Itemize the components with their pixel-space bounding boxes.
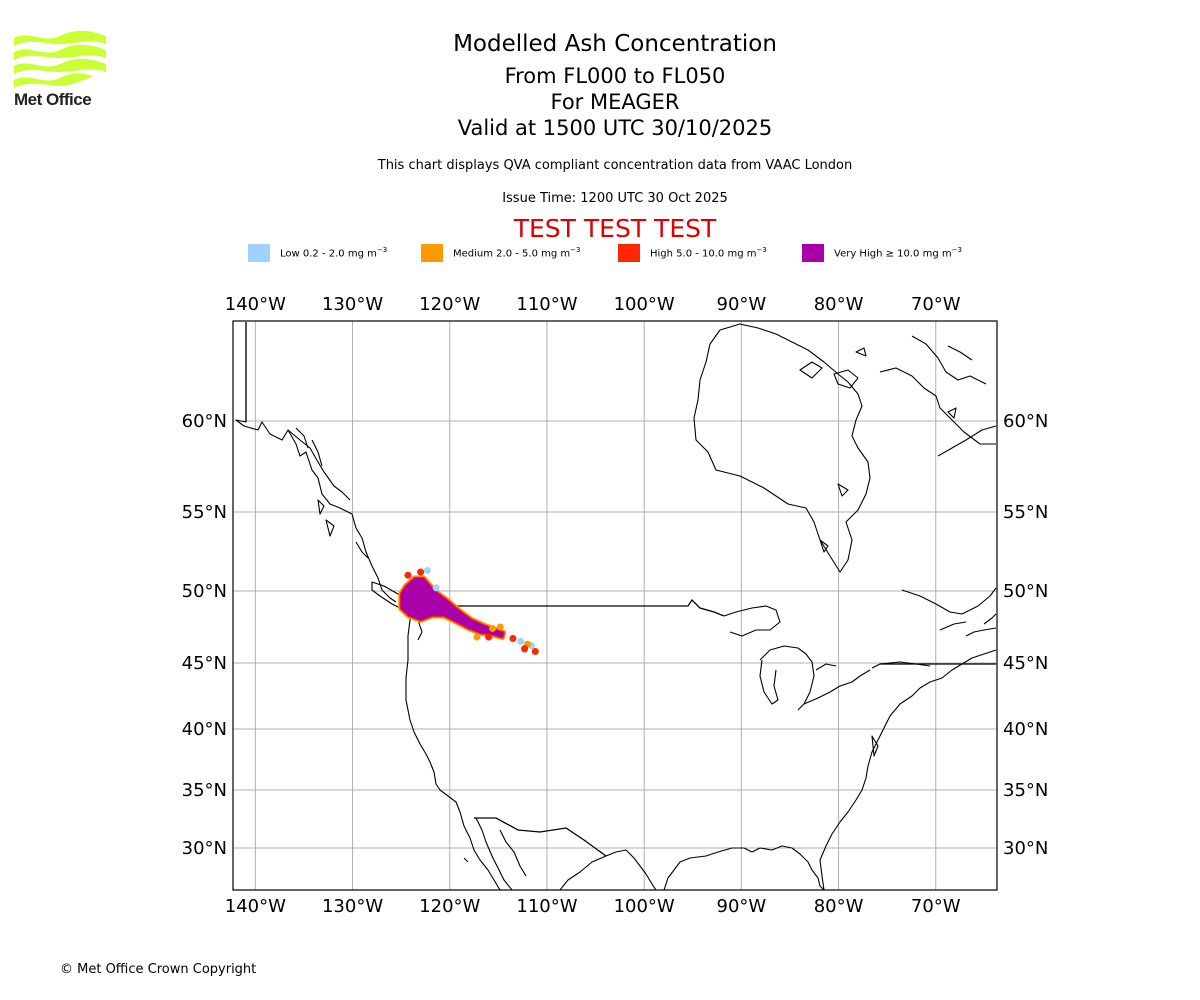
lon-tick-label-bottom-2: 120°W xyxy=(419,896,480,917)
ash-plume xyxy=(398,566,539,655)
legend-swatch-very-high xyxy=(802,244,824,262)
plume-high-dot-4 xyxy=(404,571,412,579)
lat-tick-label-left-0: 60°N xyxy=(182,411,227,432)
lat-tick-label-left-4: 40°N xyxy=(182,719,227,740)
legend: Low 0.2 - 2.0 mg m−3 Medium 2.0 - 5.0 mg… xyxy=(0,244,1200,264)
legend-swatch-low xyxy=(248,244,270,262)
lat-tick-label-left-2: 50°N xyxy=(182,581,227,602)
lon-tick-label-top-1: 130°W xyxy=(322,294,383,315)
logo-text: Met Office xyxy=(14,90,92,109)
legend-item-high: High 5.0 - 10.0 mg m−3 xyxy=(618,244,767,262)
chart-title: Modelled Ash Concentration xyxy=(453,31,777,57)
legend-label-low: Low 0.2 - 2.0 mg m xyxy=(280,248,377,260)
lon-tick-label-bottom-5: 90°W xyxy=(717,896,767,917)
map-frame xyxy=(232,320,998,891)
lon-tick-label-bottom-7: 70°W xyxy=(911,896,961,917)
plume-low-dot-1 xyxy=(432,584,440,592)
lon-tick-label-bottom-1: 130°W xyxy=(322,896,383,917)
legend-swatch-high xyxy=(618,244,640,262)
plume-high-dot-1 xyxy=(521,645,529,653)
copyright-footer: © Met Office Crown Copyright xyxy=(60,962,257,977)
lat-tick-label-left-5: 35°N xyxy=(182,780,227,801)
plume-high-dot-2 xyxy=(509,635,517,643)
plume-high-dot-0 xyxy=(531,647,539,655)
lon-tick-label-top-6: 80°W xyxy=(814,294,864,315)
plume-high-dot-5 xyxy=(417,568,425,576)
lat-tick-label-left-3: 45°N xyxy=(182,653,227,674)
lat-tick-label-right-0: 60°N xyxy=(1003,411,1048,432)
issue-time: Issue Time: 1200 UTC 30 Oct 2025 xyxy=(502,191,728,206)
valid-time: Valid at 1500 UTC 30/10/2025 xyxy=(457,116,773,140)
lon-tick-label-bottom-6: 80°W xyxy=(814,896,864,917)
chart-description: This chart displays QVA compliant concen… xyxy=(377,158,853,173)
lon-tick-label-top-3: 110°W xyxy=(516,294,577,315)
flight-level-range: From FL000 to FL050 xyxy=(504,64,726,88)
legend-label-medium: Medium 2.0 - 5.0 mg m xyxy=(453,248,571,260)
lat-tick-label-right-5: 35°N xyxy=(1003,780,1048,801)
plume-medium-dot-1 xyxy=(496,623,504,631)
legend-item-low: Low 0.2 - 2.0 mg m−3 xyxy=(248,244,387,262)
lon-tick-label-top-5: 90°W xyxy=(717,294,767,315)
lon-tick-label-bottom-4: 100°W xyxy=(614,896,675,917)
legend-swatch-medium xyxy=(421,244,443,262)
lat-tick-label-right-4: 40°N xyxy=(1003,719,1048,740)
lon-tick-label-bottom-0: 140°W xyxy=(225,896,286,917)
met-office-logo-icon xyxy=(14,30,106,88)
lat-tick-label-right-6: 30°N xyxy=(1003,838,1048,859)
coastlines xyxy=(235,322,997,891)
legend-exp-medium: −3 xyxy=(570,246,581,255)
plume-very-high xyxy=(400,577,504,638)
plume-medium-dot-3 xyxy=(473,633,481,641)
legend-exp-low: −3 xyxy=(376,246,388,255)
test-banner: TEST TEST TEST xyxy=(513,214,717,243)
lat-tick-label-left-6: 30°N xyxy=(182,838,227,859)
country-borders xyxy=(245,322,996,857)
lon-tick-label-bottom-3: 110°W xyxy=(516,896,577,917)
plume-low-dot-0 xyxy=(423,566,431,574)
plume-high-dot-3 xyxy=(485,633,493,641)
lon-tick-label-top-2: 120°W xyxy=(419,294,480,315)
lon-tick-label-top-4: 100°W xyxy=(614,294,675,315)
lon-tick-label-top-0: 140°W xyxy=(225,294,286,315)
lat-tick-label-right-1: 55°N xyxy=(1003,502,1048,523)
volcano-name: For MEAGER xyxy=(550,90,680,114)
lon-tick-label-top-7: 70°W xyxy=(911,294,961,315)
legend-exp-high: −3 xyxy=(756,246,767,255)
map-axis-labels: 140°W 140°W 130°W 130°W 120°W 120°W 110°W 110°W… xyxy=(182,294,1049,917)
legend-exp-very-high: −3 xyxy=(951,246,962,255)
lat-tick-label-left-1: 55°N xyxy=(182,502,227,523)
legend-label-high: High 5.0 - 10.0 mg m xyxy=(650,248,757,260)
legend-label-very-high: Very High ≥ 10.0 mg m xyxy=(834,248,952,260)
plume-low-dot-2 xyxy=(517,637,525,645)
map-graticule xyxy=(233,321,997,890)
legend-item-medium: Medium 2.0 - 5.0 mg m−3 xyxy=(421,244,580,262)
plume-medium-dot-2 xyxy=(489,624,497,632)
lat-tick-label-right-2: 50°N xyxy=(1003,581,1048,602)
legend-item-very-high: Very High ≥ 10.0 mg m−3 xyxy=(802,244,962,262)
lat-tick-label-right-3: 45°N xyxy=(1003,653,1048,674)
